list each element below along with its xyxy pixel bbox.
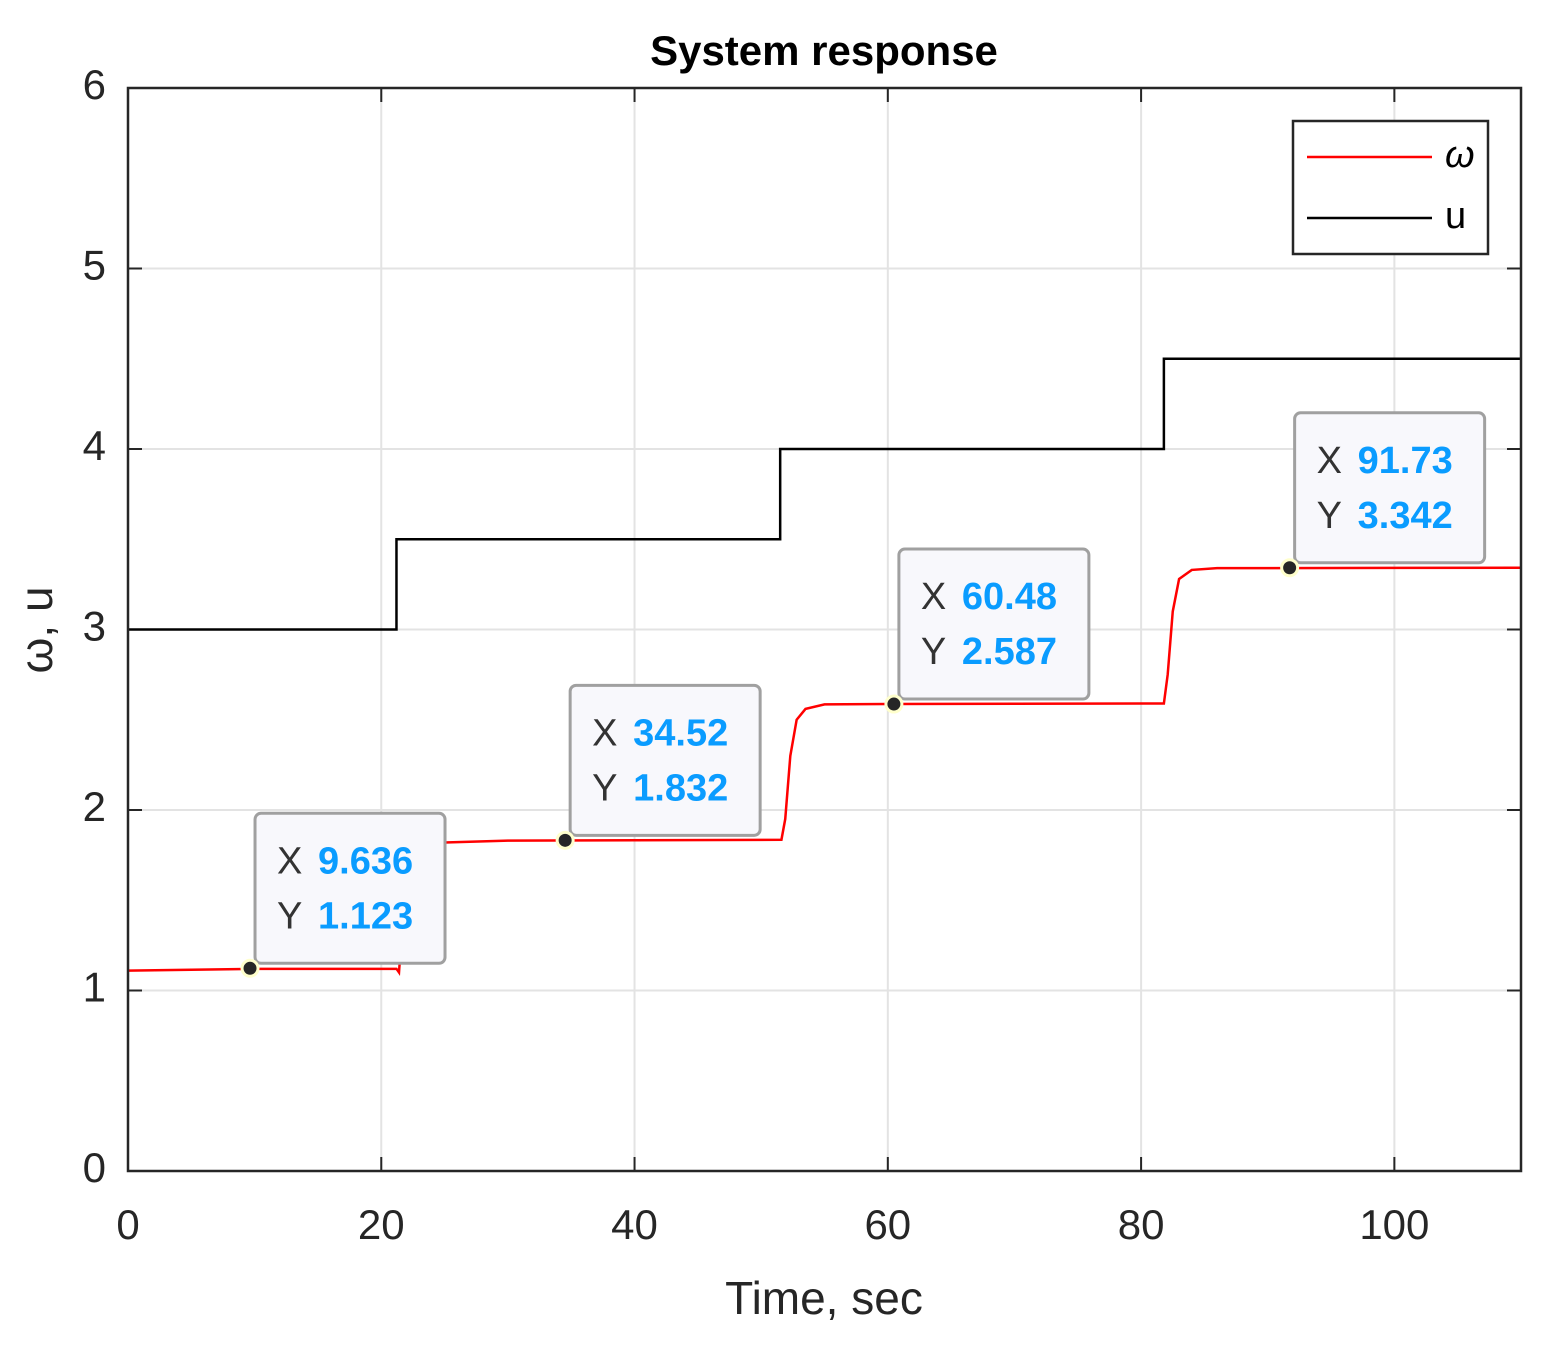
datatip-label: X xyxy=(592,712,617,754)
x-tick-label: 20 xyxy=(358,1201,405,1248)
datatip-label: Y xyxy=(277,895,302,937)
datatip-marker xyxy=(555,830,575,850)
datatip-value: 3.342 xyxy=(1358,495,1453,537)
x-tick-label: 0 xyxy=(116,1201,139,1248)
axes-box xyxy=(126,86,1523,1173)
datatip-marker xyxy=(1280,558,1300,578)
y-tick-label: 0 xyxy=(83,1144,106,1191)
datatip-value: 1.123 xyxy=(318,895,413,937)
datatip-label: X xyxy=(1317,440,1342,482)
datatip-value: 60.48 xyxy=(962,576,1057,618)
y-tick-label: 4 xyxy=(83,422,106,469)
x-tick-label: 40 xyxy=(611,1201,658,1248)
y-tick-label: 2 xyxy=(83,783,106,830)
datatip-value: 1.832 xyxy=(633,767,728,809)
datatip-value: 91.73 xyxy=(1358,440,1453,482)
x-tick-label: 80 xyxy=(1118,1201,1165,1248)
y-tick-label: 1 xyxy=(83,964,106,1011)
legend-box xyxy=(1291,119,1490,256)
datatip-value: 2.587 xyxy=(962,631,1057,673)
y-tick-label: 6 xyxy=(83,61,106,108)
legend-label: ω xyxy=(1445,134,1475,176)
legend-label: u xyxy=(1445,195,1466,237)
datatip-marker xyxy=(240,958,260,978)
y-axis-label: ω, u xyxy=(10,586,62,673)
datatip-value: 34.52 xyxy=(633,712,728,754)
datatip-box xyxy=(897,547,1091,701)
datatip-box xyxy=(1293,411,1487,565)
y-tick-label: 3 xyxy=(83,603,106,650)
datatip-box xyxy=(568,683,762,837)
x-tick-label: 60 xyxy=(864,1201,911,1248)
y-tick-label: 5 xyxy=(83,242,106,289)
x-tick-label: 100 xyxy=(1359,1201,1429,1248)
datatip-label: X xyxy=(921,576,946,618)
x-axis-label: Time, sec xyxy=(725,1272,923,1324)
datatip-label: Y xyxy=(592,767,617,809)
datatip-marker xyxy=(884,694,904,714)
chart-title: System response xyxy=(650,27,998,74)
datatip-label: Y xyxy=(921,631,946,673)
datatip-value: 9.636 xyxy=(318,840,413,882)
datatip-box xyxy=(253,811,447,965)
datatip-label: Y xyxy=(1317,495,1342,537)
datatip-label: X xyxy=(277,840,302,882)
data-line xyxy=(128,357,1521,631)
